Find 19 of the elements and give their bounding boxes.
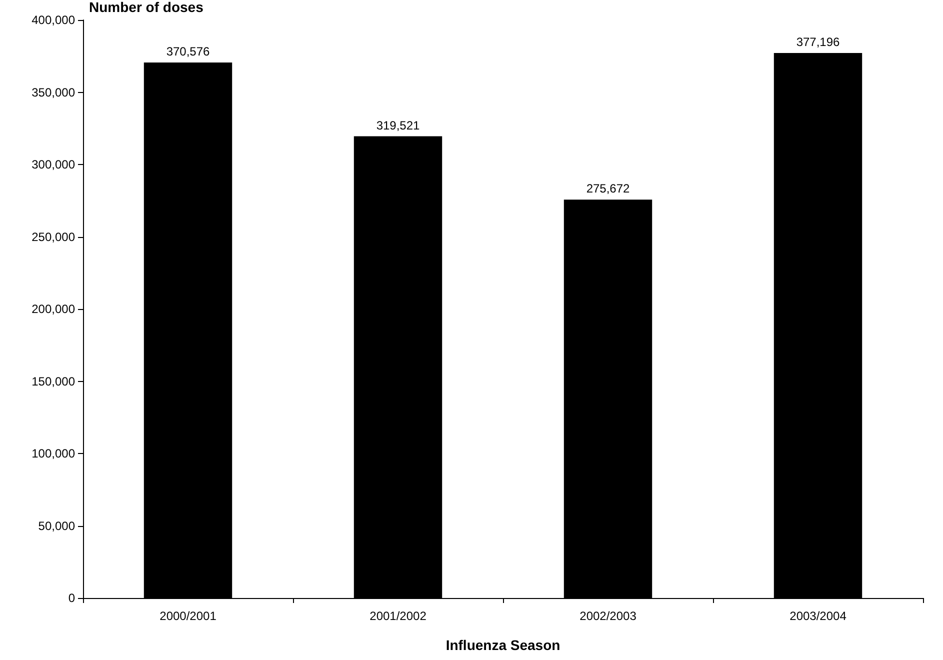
x-tick-label: 2000/2001: [160, 609, 217, 623]
data-label: 275,672: [586, 182, 630, 196]
y-tick-label: 150,000: [32, 374, 76, 388]
x-tick-label: 2001/2002: [370, 609, 427, 623]
y-tick-label: 400,000: [32, 13, 76, 27]
data-label: 319,521: [376, 118, 420, 132]
y-tick-label: 0: [68, 591, 76, 605]
y-tick-label: 350,000: [32, 85, 76, 100]
data-label: 370,576: [166, 44, 210, 59]
y-tick-label: 200,000: [32, 302, 76, 316]
data-label: 377,196: [796, 34, 840, 49]
x-tick-label: 2002/2003: [580, 609, 637, 623]
x-tick-label: 2003/2004: [790, 609, 847, 623]
y-tick-label: 250,000: [32, 230, 76, 244]
y-tick-label: 100,000: [32, 446, 76, 460]
x-axis-title: Influenza Season: [446, 637, 560, 653]
y-tick-label: 50,000: [38, 518, 76, 533]
y-axis-title: Number of doses: [89, 0, 204, 15]
y-tick-label: 300,000: [32, 158, 76, 172]
